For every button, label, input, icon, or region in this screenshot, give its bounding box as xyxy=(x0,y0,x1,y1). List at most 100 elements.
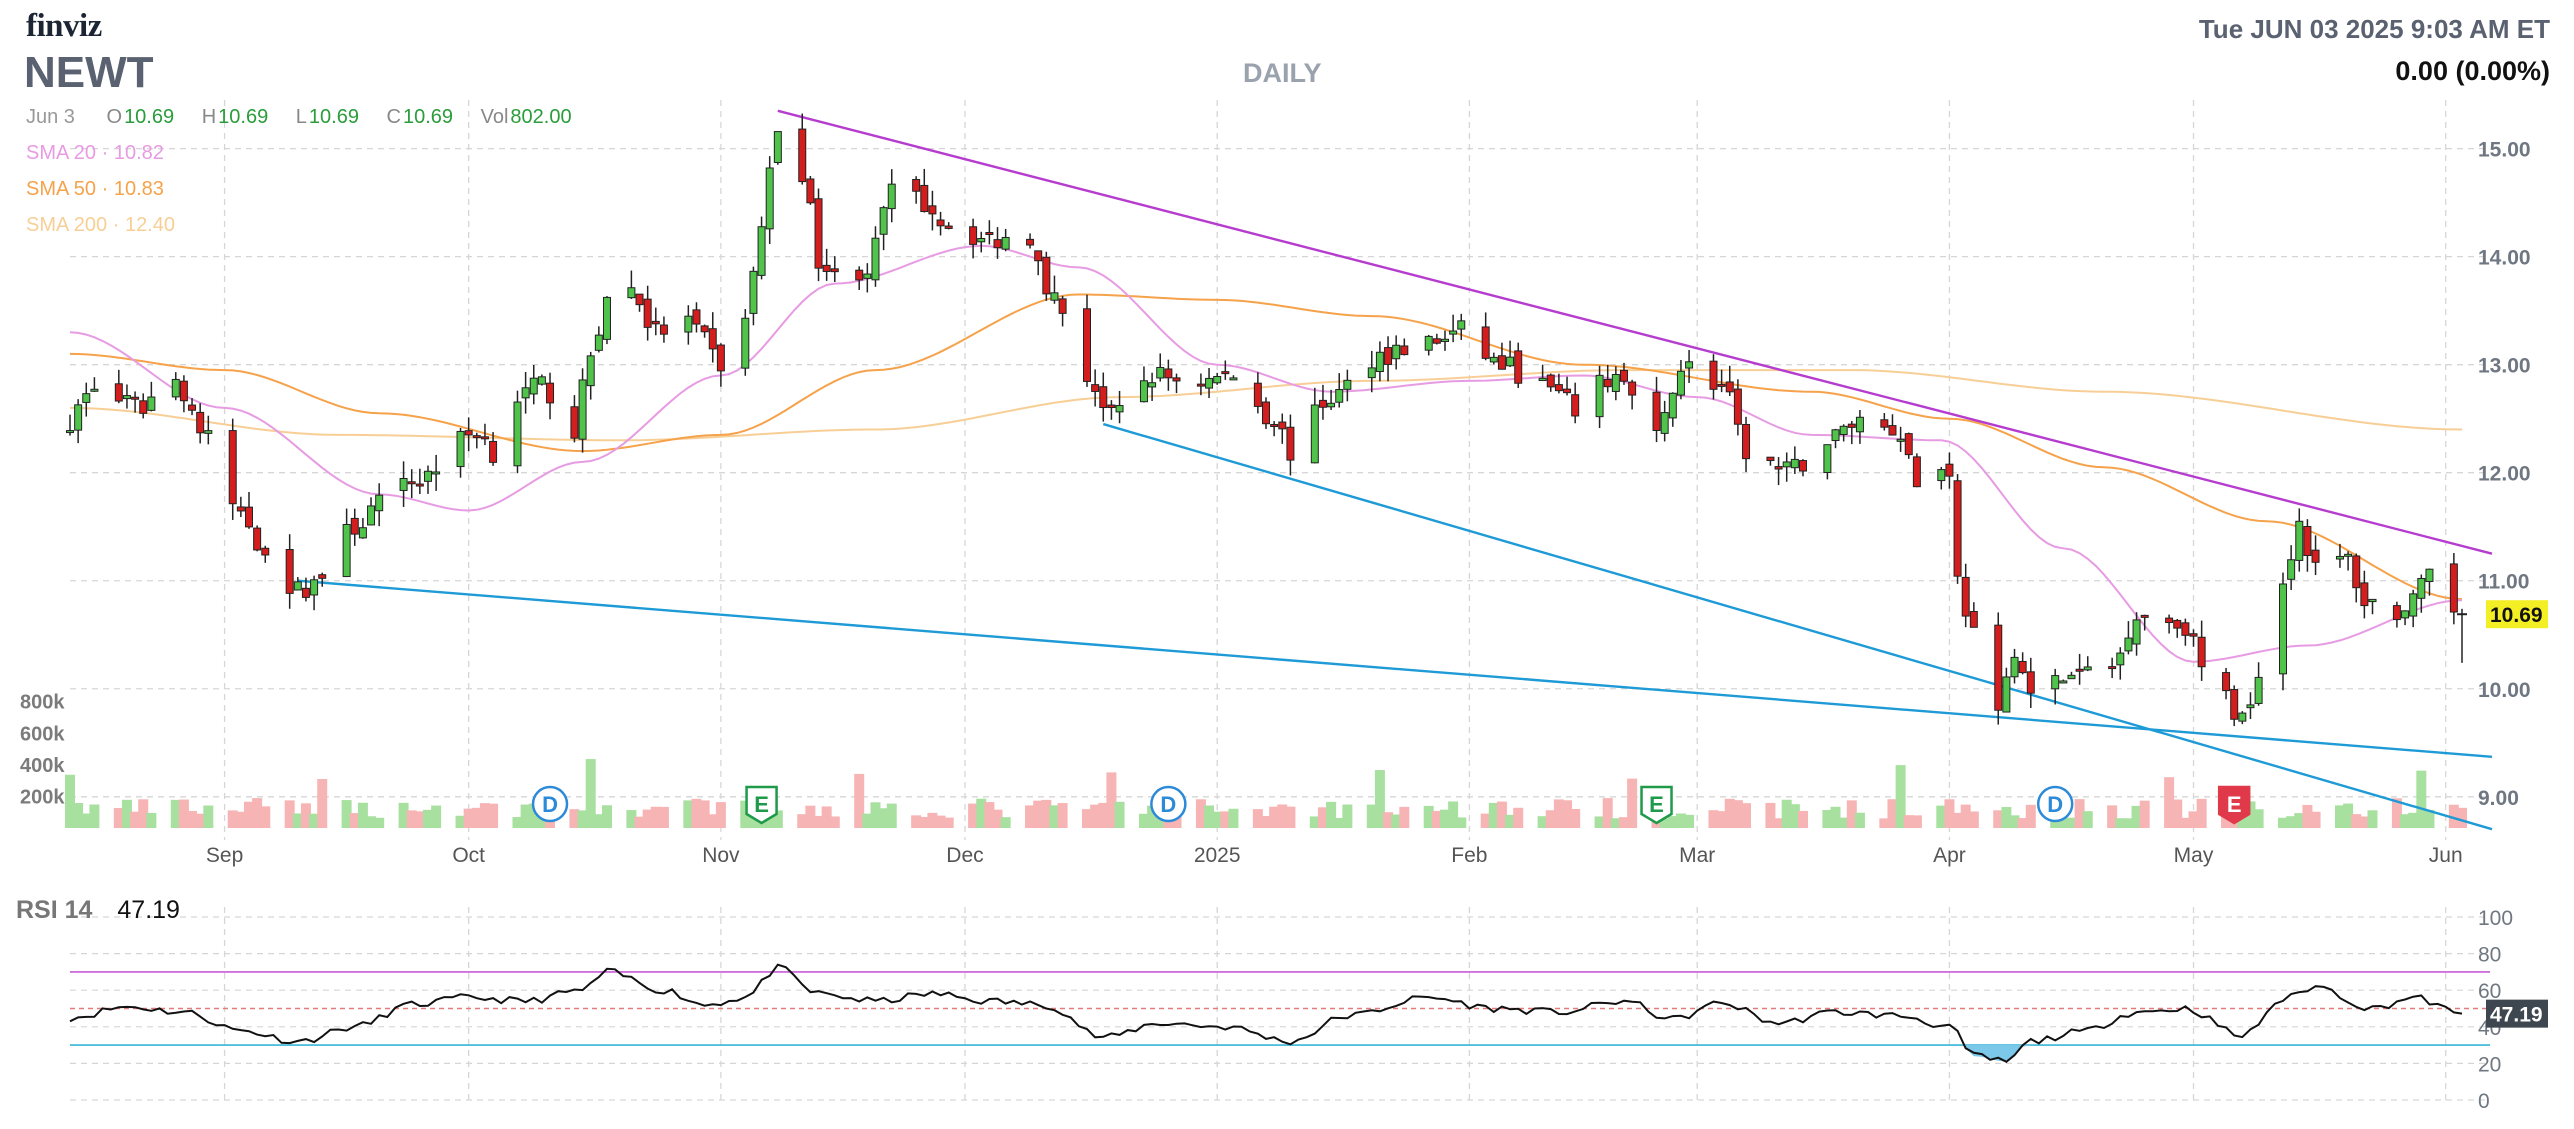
candle-body xyxy=(2173,619,2182,629)
candle-body xyxy=(472,435,481,439)
candle-body xyxy=(1083,308,1092,382)
volume-bar xyxy=(1724,798,1735,828)
volume-bar xyxy=(707,814,718,828)
volume-bar xyxy=(89,804,100,828)
volume-bar xyxy=(878,808,889,828)
volume-bar xyxy=(2457,807,2467,828)
candle-body xyxy=(1831,429,1840,442)
candle-body xyxy=(2344,553,2353,557)
candle-body xyxy=(830,268,839,273)
volume-bar xyxy=(65,774,75,828)
candle-body xyxy=(2108,666,2117,670)
close-value: 10.69 xyxy=(402,106,454,128)
candle-body xyxy=(1148,382,1157,388)
candle-body xyxy=(261,547,270,556)
volume-bar xyxy=(1830,806,1841,828)
volume-bar xyxy=(1220,811,1231,828)
volume-bar xyxy=(187,811,198,828)
volume-bar xyxy=(488,803,499,828)
time-axis-label: Sep xyxy=(206,844,243,867)
candle-body xyxy=(2287,559,2296,580)
rsi-axis-label: 0 xyxy=(2478,1090,2490,1113)
last-price-label: 10.69 xyxy=(2490,604,2543,627)
sma-50-label: SMA 50 xyxy=(26,178,97,200)
support-trendline-long xyxy=(297,579,2493,759)
candle-body xyxy=(342,523,351,578)
candle-body xyxy=(2067,674,2076,680)
volume-bar xyxy=(2302,804,2313,828)
candle-body xyxy=(2352,555,2361,589)
sma-50-value: 10.83 xyxy=(113,178,164,200)
rsi-axis-label: 20 xyxy=(2478,1053,2501,1076)
volume-bar xyxy=(829,816,840,828)
candle-body xyxy=(879,207,888,235)
volume-bar xyxy=(349,813,360,828)
candle-body xyxy=(627,287,636,299)
candle-body xyxy=(1839,425,1848,435)
candle-body xyxy=(1717,383,1726,387)
volume-bar xyxy=(1903,815,1914,828)
candle-body xyxy=(1725,381,1734,393)
candle-body xyxy=(1782,461,1791,468)
volume-bar xyxy=(479,803,490,828)
rsi-value-badge xyxy=(2486,999,2548,1028)
resistance-trendline xyxy=(777,109,2493,555)
volume-bar xyxy=(1399,806,1410,828)
volume-bar xyxy=(2172,799,2183,828)
candle-body xyxy=(1912,456,1921,488)
finviz-logo[interactable]: finviz xyxy=(26,8,102,44)
volume-bar xyxy=(1781,799,1792,828)
volume-bar xyxy=(1138,813,1149,828)
volume-bar xyxy=(797,814,808,828)
volume-bar xyxy=(178,799,189,828)
volume-bar xyxy=(252,798,263,828)
candle-body xyxy=(1709,360,1718,390)
candle-body xyxy=(1660,412,1669,434)
candle-body xyxy=(2425,568,2434,582)
candle-body xyxy=(602,296,611,340)
candle-body xyxy=(1652,391,1661,431)
candle-body xyxy=(1164,368,1173,379)
candles-layer xyxy=(66,113,2467,727)
candle-body xyxy=(529,377,538,395)
volume-bar xyxy=(81,813,92,828)
candle-body xyxy=(2409,593,2418,617)
volume-bar xyxy=(260,806,271,828)
candle-body xyxy=(131,396,140,400)
volume-bar xyxy=(1570,809,1581,828)
earnings-marker xyxy=(2217,785,2251,825)
last-price-badge xyxy=(2486,600,2548,629)
support-trendline-short xyxy=(1102,422,2493,831)
volume-bar xyxy=(772,810,783,828)
volume-bar xyxy=(2164,777,2175,828)
volume-bar xyxy=(1773,818,1784,828)
candle-body xyxy=(773,131,782,164)
candle-body xyxy=(1619,369,1628,382)
volume-bar xyxy=(2180,817,2191,828)
candle-body xyxy=(944,225,953,229)
candle-body xyxy=(1156,366,1165,379)
volume-bar xyxy=(919,816,930,828)
volume-bar xyxy=(2391,798,2402,828)
volume-bar xyxy=(2237,813,2248,828)
dividend-marker xyxy=(1150,785,1187,823)
candle-body xyxy=(1457,320,1466,330)
candle-body xyxy=(1774,466,1783,470)
earnings-marker-label: E xyxy=(1649,792,1664,817)
candle-body xyxy=(700,325,709,333)
volume-bar xyxy=(398,802,409,828)
volume-bar xyxy=(585,759,596,828)
candle-body xyxy=(122,395,131,400)
candle-body xyxy=(2165,617,2174,624)
volume-bar xyxy=(2025,804,2036,828)
volume-bar xyxy=(1317,807,1328,828)
volume-bar xyxy=(593,814,604,828)
candle-body xyxy=(741,317,750,369)
volume-bar xyxy=(2107,805,2118,828)
volume-bar xyxy=(2424,809,2435,828)
candle-body xyxy=(798,128,807,183)
volume-bar xyxy=(2066,817,2077,828)
candle-body xyxy=(1554,384,1563,392)
volume-bar xyxy=(984,802,995,828)
volume-bar xyxy=(1513,807,1524,828)
